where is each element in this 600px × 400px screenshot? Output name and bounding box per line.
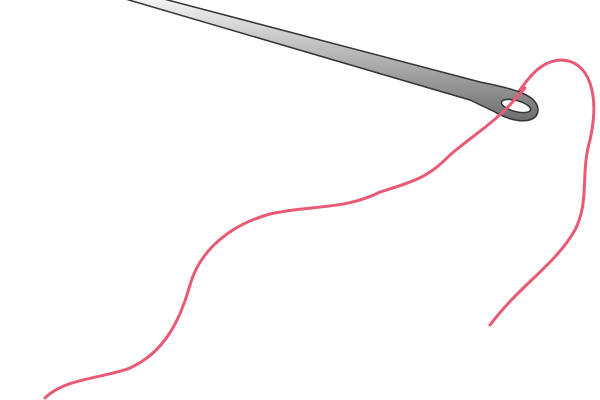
needle — [126, 0, 539, 122]
needle-eye — [500, 98, 532, 114]
thread-back — [488, 58, 596, 327]
thread-front — [43, 86, 527, 400]
